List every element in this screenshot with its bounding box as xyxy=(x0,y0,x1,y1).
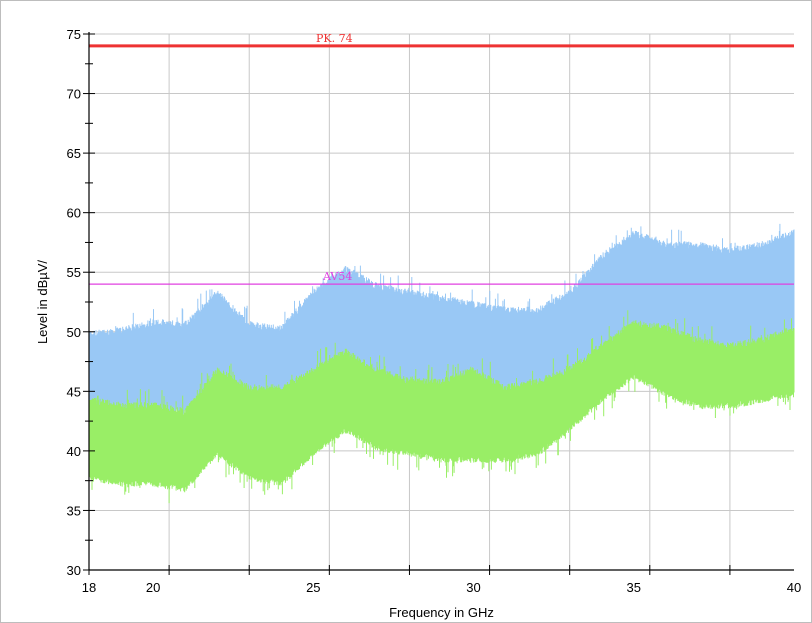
limit-lines: PK. 74 AV54 xyxy=(89,32,794,285)
y-tick-label: 45 xyxy=(67,384,81,399)
limit-label-2: AV54 xyxy=(322,270,352,283)
x-tick-label: 40 xyxy=(787,580,801,595)
y-tick-label: 65 xyxy=(67,146,81,161)
y-tick-label: 60 xyxy=(67,206,81,221)
limit-label-1: PK. 74 xyxy=(316,32,353,45)
x-tick-label: 30 xyxy=(466,580,480,595)
x-axis-title: Frequency in GHz xyxy=(389,605,494,620)
x-tick-label: 18 xyxy=(82,580,96,595)
series-layer xyxy=(88,223,795,504)
y-tick-label: 40 xyxy=(67,444,81,459)
y-tick-label: 35 xyxy=(67,503,81,518)
y-tick-label: 70 xyxy=(67,87,81,102)
y-tick-label: 30 xyxy=(67,563,81,578)
y-tick-label: 50 xyxy=(67,325,81,340)
x-tick-label: 35 xyxy=(627,580,641,595)
x-tick-label: 25 xyxy=(306,580,320,595)
axes: 30 35 40 45 50 55 60 65 70 75 18 20 25 30 35 40 xyxy=(67,27,802,595)
y-axis-title: Level in dBµV/ xyxy=(35,260,50,344)
y-tick-label: 75 xyxy=(67,27,81,42)
y-tick-label: 55 xyxy=(67,265,81,280)
x-tick-label: 20 xyxy=(146,580,160,595)
